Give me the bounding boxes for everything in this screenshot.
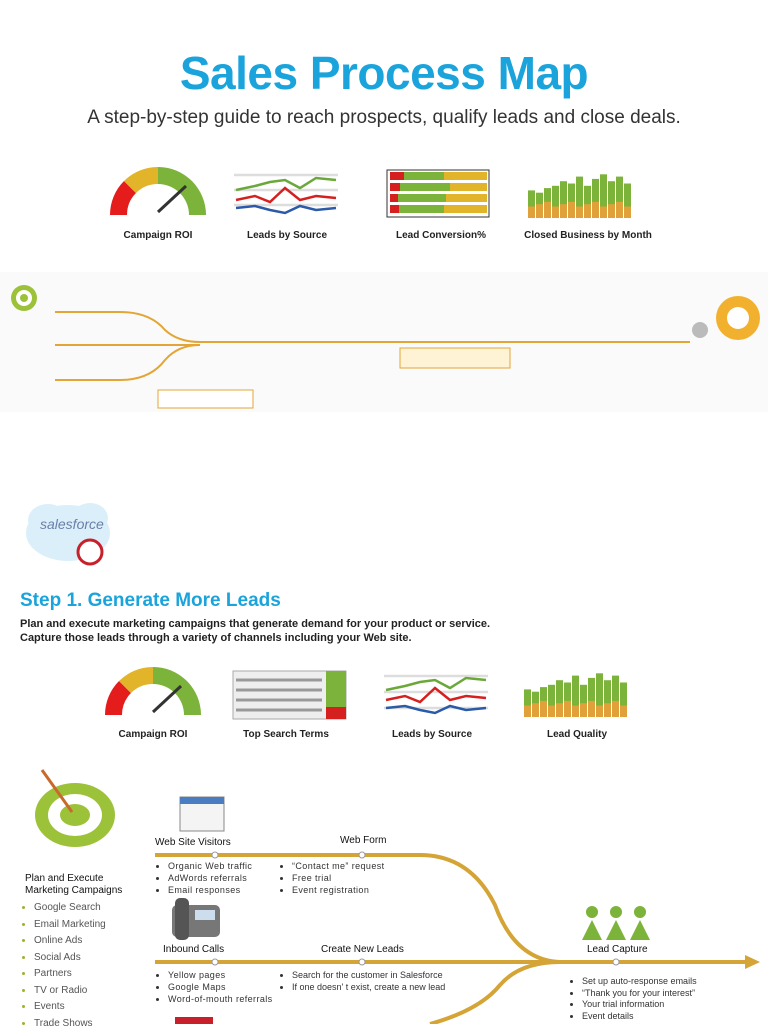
subtitle: A step-by-step guide to reach prospects,… xyxy=(0,107,768,129)
icon-column xyxy=(524,706,531,718)
icon-column xyxy=(556,703,563,717)
target-icon xyxy=(35,770,115,847)
list-item: Organic Web traffic xyxy=(168,860,252,872)
phone-icon xyxy=(172,898,220,940)
icon-column xyxy=(624,207,631,219)
list-item: Event details xyxy=(582,1011,697,1023)
list-item: Partners xyxy=(34,966,106,983)
column-icon xyxy=(524,673,627,717)
gauge-icon xyxy=(110,167,206,215)
list-item: Events xyxy=(34,999,106,1016)
column-icon xyxy=(528,174,631,218)
step-description: Plan and execute marketing campaigns tha… xyxy=(20,618,490,630)
list-item: Word-of-mouth referrals xyxy=(168,993,273,1005)
item-list: Yellow pagesGoogle MapsWord-of-mouth ref… xyxy=(158,969,273,1005)
icon-column xyxy=(528,207,535,219)
process-strip xyxy=(0,272,768,412)
list-item: Social Ads xyxy=(34,950,106,967)
icon-column xyxy=(572,706,579,718)
list-item: If one doesn' t exist, create a new lead xyxy=(292,981,445,993)
step-title: Step 1. Generate More Leads xyxy=(20,590,281,612)
list-item: Email Marketing xyxy=(34,917,106,934)
icon-column xyxy=(608,204,615,218)
icon-column xyxy=(576,207,583,219)
list-item: AdWords referrals xyxy=(168,872,252,884)
channel-list: Google SearchEmail MarketingOnline AdsSo… xyxy=(22,900,106,1032)
icon-column xyxy=(536,204,543,218)
icon-column xyxy=(592,202,599,218)
dashboard-label: Campaign ROI xyxy=(88,230,228,241)
icon-column xyxy=(548,706,555,718)
list-item: Search for the customer in Salesforce xyxy=(292,969,445,981)
list-item: “Contact me” request xyxy=(292,860,385,872)
icon-column xyxy=(564,701,571,717)
icon-column xyxy=(544,202,551,218)
list-item: Online Ads xyxy=(34,933,106,950)
dashboard-label: Leads by Source xyxy=(217,230,357,241)
list-item: Google Maps xyxy=(168,981,273,993)
step-label: Web Form xyxy=(340,835,387,846)
icon-column xyxy=(568,202,575,218)
item-list: Set up auto-response emails“Thank you fo… xyxy=(572,976,697,1022)
icon-column xyxy=(588,701,595,717)
gauge-icon xyxy=(105,667,201,715)
list-item: TV or Radio xyxy=(34,983,106,1000)
item-list: Search for the customer in SalesforceIf … xyxy=(282,969,445,993)
dashboard-label: Leads by Source xyxy=(362,729,502,740)
dashboard-label: Closed Business by Month xyxy=(518,230,658,241)
list-item: Yellow pages xyxy=(168,969,273,981)
icon-column xyxy=(560,204,567,218)
logo: salesforce xyxy=(40,516,104,532)
icon-column xyxy=(600,207,607,219)
logo-cloud xyxy=(26,503,110,564)
people-icon xyxy=(582,906,650,940)
icon-column xyxy=(584,204,591,218)
step-label: Web Site Visitors xyxy=(155,837,231,848)
step-description: Capture those leads through a variety of… xyxy=(20,632,412,644)
dashboard-label: Top Search Terms xyxy=(216,729,356,740)
step-label: Inbound Calls xyxy=(163,944,224,955)
icon-column xyxy=(596,706,603,718)
line-icon xyxy=(234,175,338,213)
dashboard-label: Lead Quality xyxy=(507,729,647,740)
list-item: Free trial xyxy=(292,872,385,884)
plan-title: Plan and Execute xyxy=(25,873,103,884)
icon-column xyxy=(540,701,547,717)
list-item: Email responses xyxy=(168,884,252,896)
line-icon xyxy=(384,676,488,713)
list-item: Google Search xyxy=(34,900,106,917)
icon-column xyxy=(616,202,623,218)
icon-column xyxy=(604,703,611,717)
icon-column xyxy=(552,207,559,219)
table-icon xyxy=(233,671,346,719)
list-item: Your trial information xyxy=(582,999,697,1011)
list-item: Event registration xyxy=(292,884,385,896)
list-item: Set up auto-response emails xyxy=(582,976,697,988)
step-label: Create New Leads xyxy=(321,944,404,955)
title: Sales Process Map xyxy=(0,46,768,100)
list-item: “Thank you for your interest” xyxy=(582,988,697,1000)
icon-column xyxy=(580,703,587,717)
icon-column xyxy=(612,701,619,717)
icon xyxy=(175,1017,213,1024)
form-icon xyxy=(180,797,224,831)
icon-column xyxy=(620,706,627,718)
dashboard-label: Campaign ROI xyxy=(83,729,223,740)
item-list: “Contact me” requestFree trialEvent regi… xyxy=(282,860,385,896)
step-label: Lead Capture xyxy=(587,944,648,955)
item-list: Organic Web trafficAdWords referralsEmai… xyxy=(158,860,252,896)
dashboard-label: Lead Conversion% xyxy=(371,230,511,241)
icon-column xyxy=(532,703,539,717)
bar-icon xyxy=(387,170,489,217)
plan-title: Marketing Campaigns xyxy=(25,885,122,896)
